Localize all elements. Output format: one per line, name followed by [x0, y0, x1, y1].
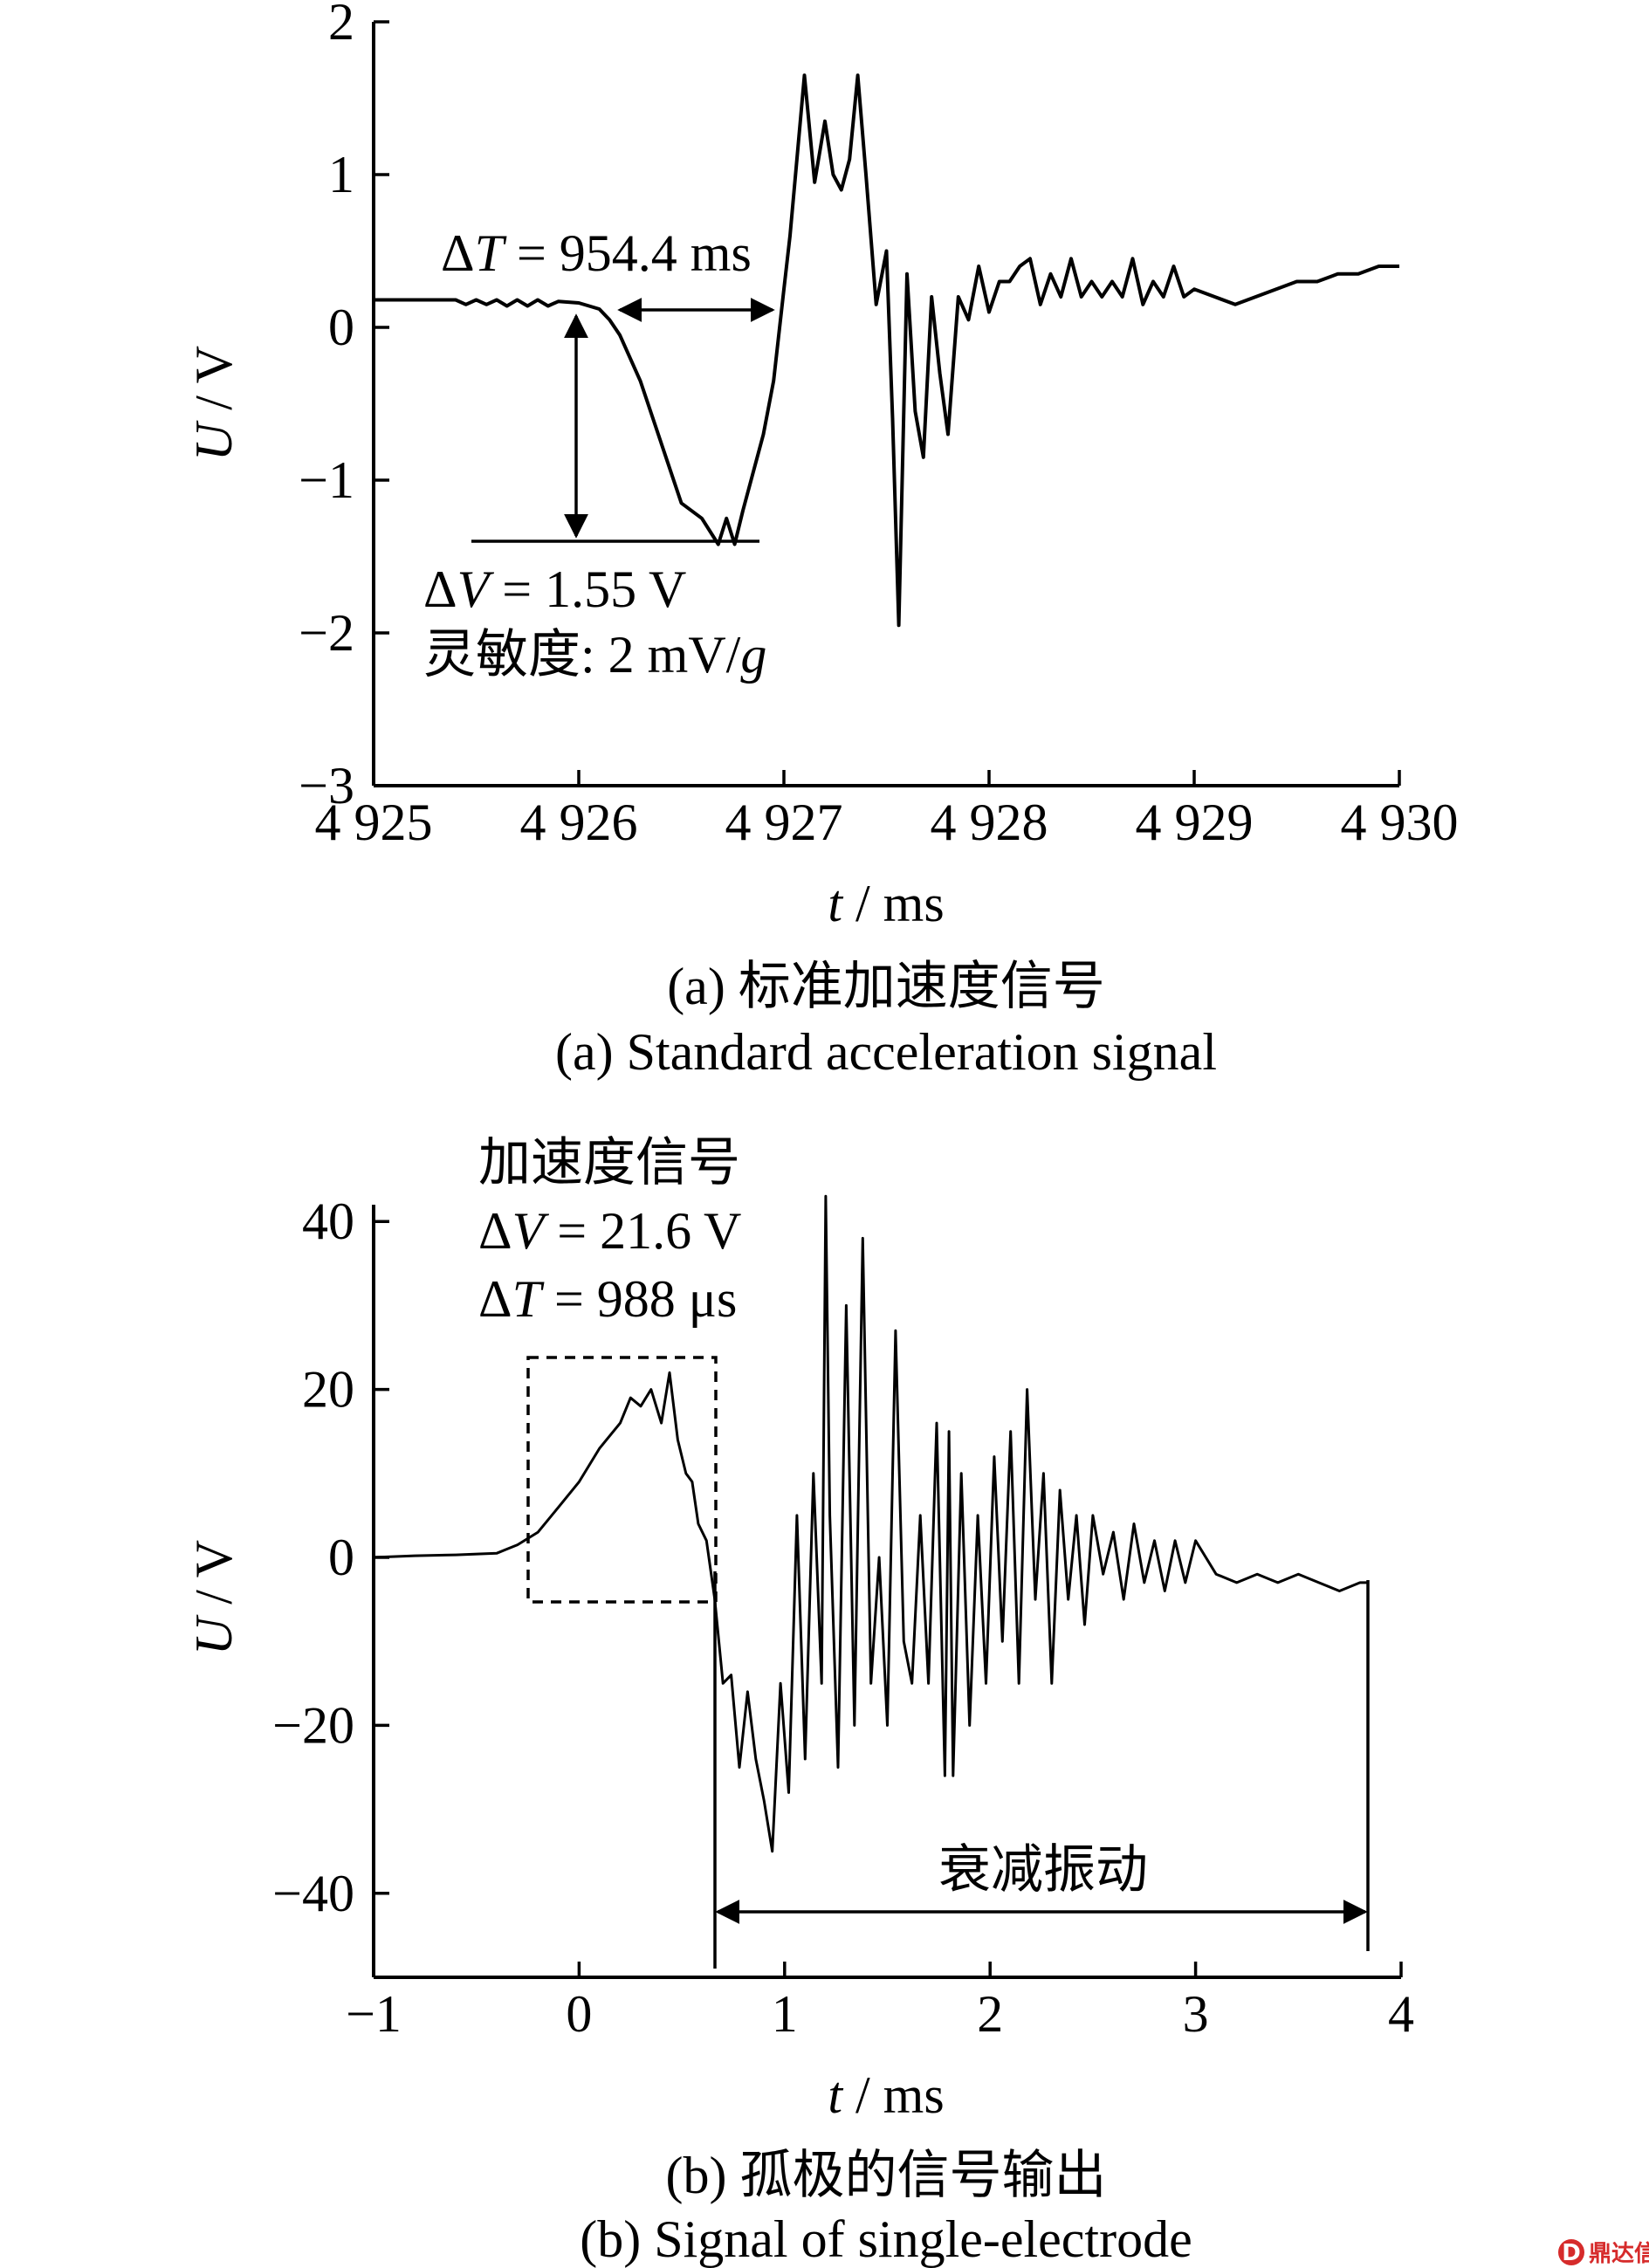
panel-a-dV-label: ΔV = 1.55 V: [423, 560, 686, 618]
panel-a-y-tick-label: 0: [328, 299, 354, 356]
panel-b-x-tick-label: 3: [1183, 1985, 1209, 2043]
panel-a-sensitivity-label: 灵敏度: 2 mV/g: [423, 626, 766, 684]
panel-a-caption-cn: (a) 标准加速度信号: [667, 958, 1105, 1015]
panel-a-y-tick-label: −2: [299, 604, 354, 662]
panel-b-y-tick-label: 0: [328, 1529, 354, 1586]
panel-b-x-tick-label: 4: [1388, 1985, 1414, 2043]
panel-b-x-tick-label: 0: [566, 1985, 592, 2043]
panel-a-y-axis-label: U / V: [185, 346, 243, 461]
watermark-logo-icon: [1558, 2239, 1584, 2265]
panel-b-x-tick-label: −1: [346, 1985, 402, 2043]
panel-a-x-tick-label: 4 930: [1341, 794, 1459, 851]
panel-a-y-tick-label: 1: [328, 146, 354, 203]
panel-b-pulse-box: [526, 1356, 718, 1604]
panel-a-chart: 4 925 4 926 4 927 4 928 4 929 4 930210−1−2−3 …: [185, 0, 1459, 1081]
panel-a-caption-en: (a) Standard acceleration signal: [555, 1023, 1217, 1081]
panel-b-y-tick-label: 20: [302, 1361, 354, 1419]
watermark-logo-letter: D: [1562, 2240, 1581, 2266]
panel-a-x-axis-label: t / ms: [828, 875, 944, 932]
panel-b-decay-label: 衰减振动: [938, 1841, 1148, 1899]
panel-a-y-tick-label: −1: [299, 451, 354, 509]
panel-b-dT-label: ΔT = 988 μs: [478, 1270, 737, 1328]
panel-b-dV-label: ΔV = 21.6 V: [478, 1202, 741, 1260]
panel-a-x-tick-label: 4 925: [315, 794, 433, 851]
panel-a-y-tick-label: 2: [328, 0, 354, 51]
watermark: D 鼎达信: [1558, 2239, 1649, 2267]
panel-b-y-tick-label: −20: [272, 1696, 354, 1754]
panel-a-x-tick-label: 4 928: [931, 794, 1048, 851]
panel-a-x-tick-label: 4 929: [1136, 794, 1254, 851]
panel-a-x-tick-label: 4 926: [520, 794, 638, 851]
panel-b-y-axis-label: U / V: [185, 1540, 243, 1655]
panel-a-series-line: [374, 73, 1399, 628]
panel-b-series-line: [373, 1194, 1369, 1853]
panel-b-y-tick-label: 40: [302, 1192, 354, 1250]
panel-b-caption-en: (b) Signal of single-electrode: [580, 2210, 1192, 2268]
watermark-label: 鼎达信: [1589, 2241, 1649, 2267]
panel-b-chart: −1 0 1 2 3 4 40 20 0 −20 −40 加速度信号 ΔV = 21.6 V ΔT …: [185, 1134, 1414, 2268]
panel-b-x-axis-label: t / ms: [828, 2066, 944, 2124]
panel-a-y-tick-label: −3: [299, 757, 354, 814]
panel-b-x-tick-label: 2: [977, 1985, 1003, 2043]
panel-b-caption-cn: (b) 孤极的信号输出: [666, 2147, 1107, 2204]
panel-a-x-tick-label: 4 927: [725, 794, 843, 851]
panel-b-y-tick-label: −40: [272, 1865, 354, 1922]
panel-a-dT-label: ΔT = 954.4 ms: [441, 224, 752, 282]
panel-b-box-title: 加速度信号: [478, 1134, 740, 1192]
panel-b-x-tick-label: 1: [772, 1985, 798, 2043]
